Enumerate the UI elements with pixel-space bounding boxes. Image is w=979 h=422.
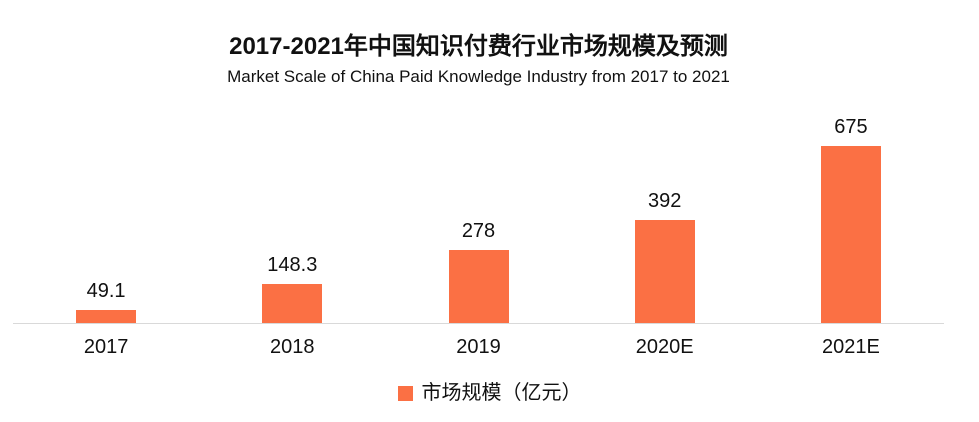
bar [448,250,509,323]
chart-subtitle: Market Scale of China Paid Knowledge Ind… [227,67,730,86]
bar-group: 49.1 [13,279,199,323]
legend-swatch-icon [397,385,413,401]
x-axis-tick-label: 2018 [270,336,315,358]
bar-group: 148.3 [199,253,385,323]
bar-group: 278 [385,219,571,323]
bar-value-label: 392 [648,190,682,212]
bar-value-label: 49.1 [86,280,126,302]
legend-label: 市场规模（亿元） [421,382,582,404]
bar-group: 392 [572,189,758,323]
bar [634,220,695,323]
x-axis-tick-label: 2020E [635,336,694,358]
x-axis-line [13,322,944,324]
x-axis-tick-label: 2017 [83,336,129,358]
legend: 市场规模（亿元） [0,381,979,405]
chart-title: 2017-2021年中国知识付费行业市场规模及预测 [229,33,728,60]
bars-row: 49.1 148.3 278 392 675 [13,110,944,323]
x-axis-tick-label: 2021E [821,336,880,358]
bar-value-label: 148.3 [267,254,318,276]
plot-area: 49.1 148.3 278 392 675 [13,110,944,324]
bar-value-label: 675 [834,116,868,138]
bar [262,284,323,323]
x-axis-labels: 2017 2018 2019 2020E 2021E [13,335,944,359]
bar [820,146,881,323]
bar-group: 675 [758,115,944,323]
bar-value-label: 278 [461,220,496,242]
x-axis-tick-label: 2019 [456,336,501,358]
chart-header: 2017-2021年中国知识付费行业市场规模及预测 Market Scale o… [13,33,944,87]
bar [76,310,137,323]
